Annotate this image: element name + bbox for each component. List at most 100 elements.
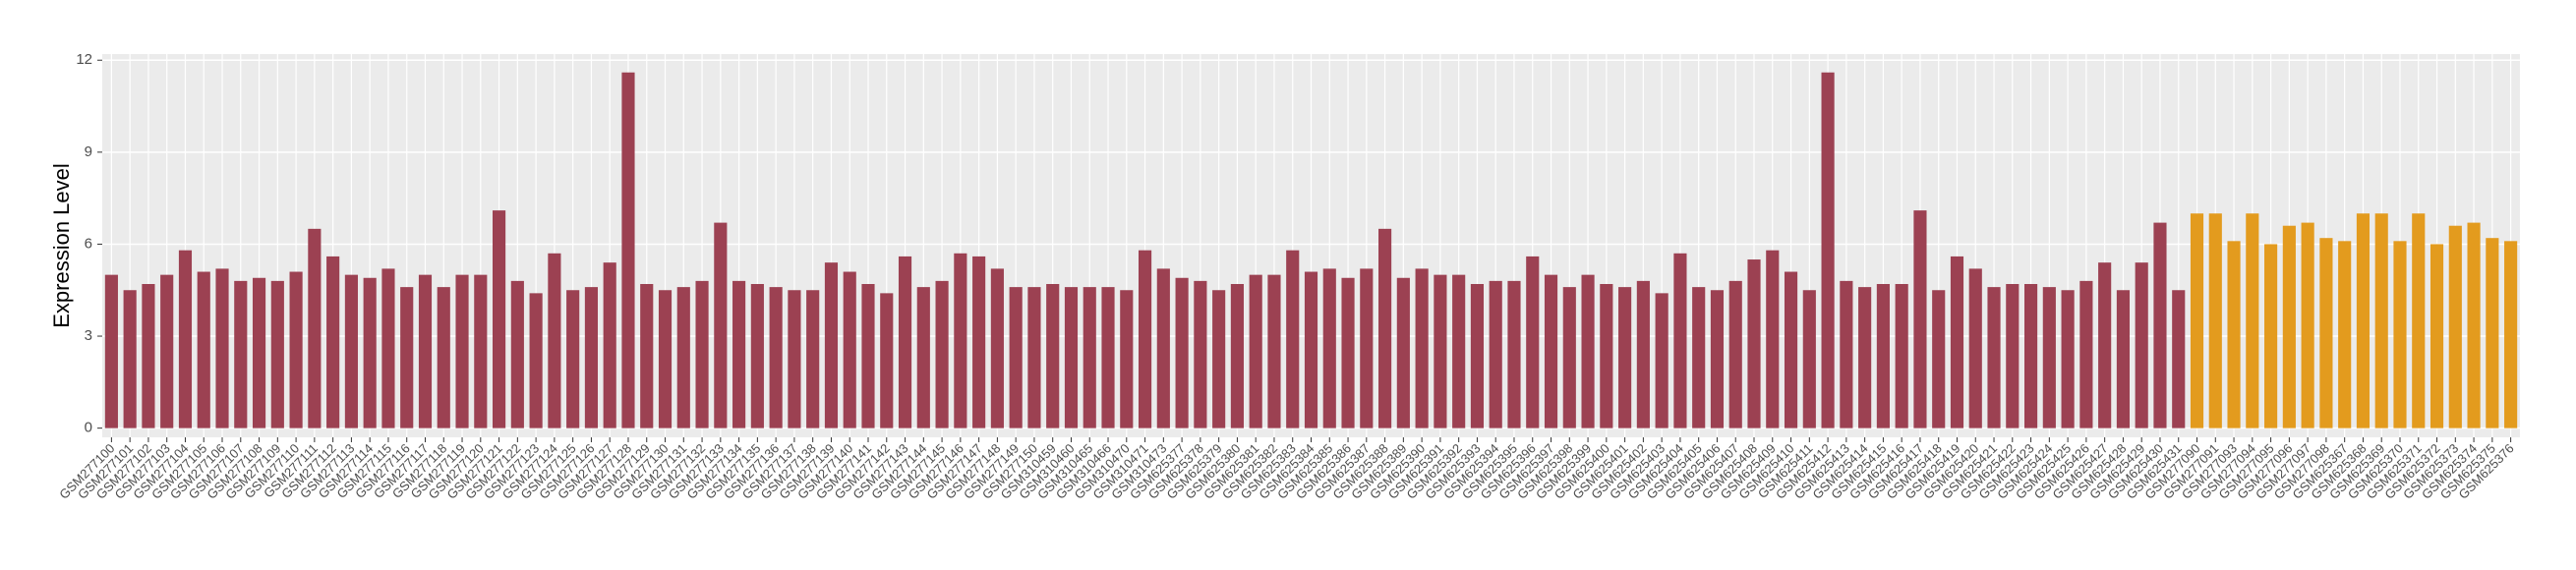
bar	[695, 280, 709, 428]
bar	[1655, 293, 1669, 428]
bar	[1895, 284, 1908, 428]
bar	[2301, 222, 2314, 428]
bar	[104, 274, 118, 428]
bar	[2079, 280, 2093, 428]
bar	[270, 280, 284, 428]
bar	[178, 250, 193, 428]
bar	[1360, 268, 1374, 428]
bar	[2190, 213, 2204, 428]
bar	[1120, 290, 1134, 428]
bar	[2486, 238, 2499, 428]
bar	[1636, 280, 1650, 428]
bar	[658, 290, 673, 428]
bar	[1378, 228, 1392, 428]
bar	[2208, 213, 2222, 428]
bar	[344, 274, 358, 428]
bar	[954, 253, 967, 428]
bar	[603, 262, 616, 428]
bar	[1950, 256, 1964, 428]
bar	[1968, 268, 1982, 428]
bar	[2319, 238, 2333, 428]
bar	[289, 271, 303, 428]
bar	[584, 287, 599, 428]
bar	[824, 262, 839, 428]
y-axis-title: Expression Level	[49, 163, 74, 328]
bar	[1156, 268, 1170, 428]
bar	[1600, 284, 1613, 428]
bar	[2374, 213, 2388, 428]
bar	[548, 253, 561, 428]
bar	[1802, 290, 1816, 428]
bar	[1341, 277, 1355, 428]
bar	[640, 284, 654, 428]
y-tick-label: 3	[85, 327, 92, 344]
bar	[1009, 287, 1023, 428]
bar	[2006, 284, 2020, 428]
bar	[1673, 253, 1687, 428]
bar	[621, 72, 635, 428]
bar	[1784, 271, 1798, 428]
bar	[400, 287, 414, 428]
bar	[2116, 290, 2130, 428]
bar	[1728, 280, 1742, 428]
bar	[1046, 284, 1060, 428]
y-tick-label: 12	[76, 51, 92, 68]
y-tick-label: 9	[85, 143, 92, 160]
bar	[2393, 241, 2407, 428]
bar	[1175, 277, 1189, 428]
bar	[1913, 210, 1927, 428]
bar	[1987, 287, 2001, 428]
bar	[2467, 222, 2481, 428]
bar	[1138, 250, 1152, 428]
bar	[1286, 250, 1300, 428]
bar	[363, 277, 377, 428]
bar	[898, 256, 912, 428]
bar	[1304, 271, 1318, 428]
bar	[1249, 274, 1262, 428]
bar	[2282, 225, 2296, 428]
bar	[2356, 213, 2371, 428]
bar	[1507, 280, 1521, 428]
bar	[1858, 287, 1872, 428]
bar	[2412, 213, 2426, 428]
bar	[381, 268, 395, 428]
bar	[1267, 274, 1281, 428]
bar	[1470, 284, 1485, 428]
bar	[1027, 287, 1041, 428]
bar	[714, 222, 728, 428]
bar	[1194, 280, 1207, 428]
bar	[2264, 244, 2278, 428]
bar	[2061, 290, 2075, 428]
bar	[1840, 280, 1853, 428]
y-tick-label: 6	[85, 235, 92, 252]
bar	[788, 290, 801, 428]
bar	[732, 280, 746, 428]
bar	[566, 290, 580, 428]
bar	[234, 280, 248, 428]
bar	[1434, 274, 1447, 428]
bar	[769, 287, 783, 428]
bar	[2430, 244, 2444, 428]
bar	[861, 284, 875, 428]
bar	[1932, 290, 1946, 428]
bar	[2338, 241, 2352, 428]
bar	[1489, 280, 1502, 428]
bar	[1876, 284, 1890, 428]
bar	[1544, 274, 1558, 428]
bar	[750, 284, 764, 428]
bar	[197, 271, 210, 428]
bar	[160, 274, 174, 428]
bar	[455, 274, 469, 428]
bar	[916, 287, 930, 428]
bar	[493, 210, 506, 428]
bar	[2504, 241, 2518, 428]
bar	[1581, 274, 1595, 428]
bar	[510, 280, 524, 428]
bar	[2098, 262, 2112, 428]
bar	[676, 287, 690, 428]
bar	[972, 256, 986, 428]
bar	[1562, 287, 1576, 428]
bar	[215, 268, 229, 428]
bar	[2023, 284, 2038, 428]
bar	[1747, 259, 1761, 428]
